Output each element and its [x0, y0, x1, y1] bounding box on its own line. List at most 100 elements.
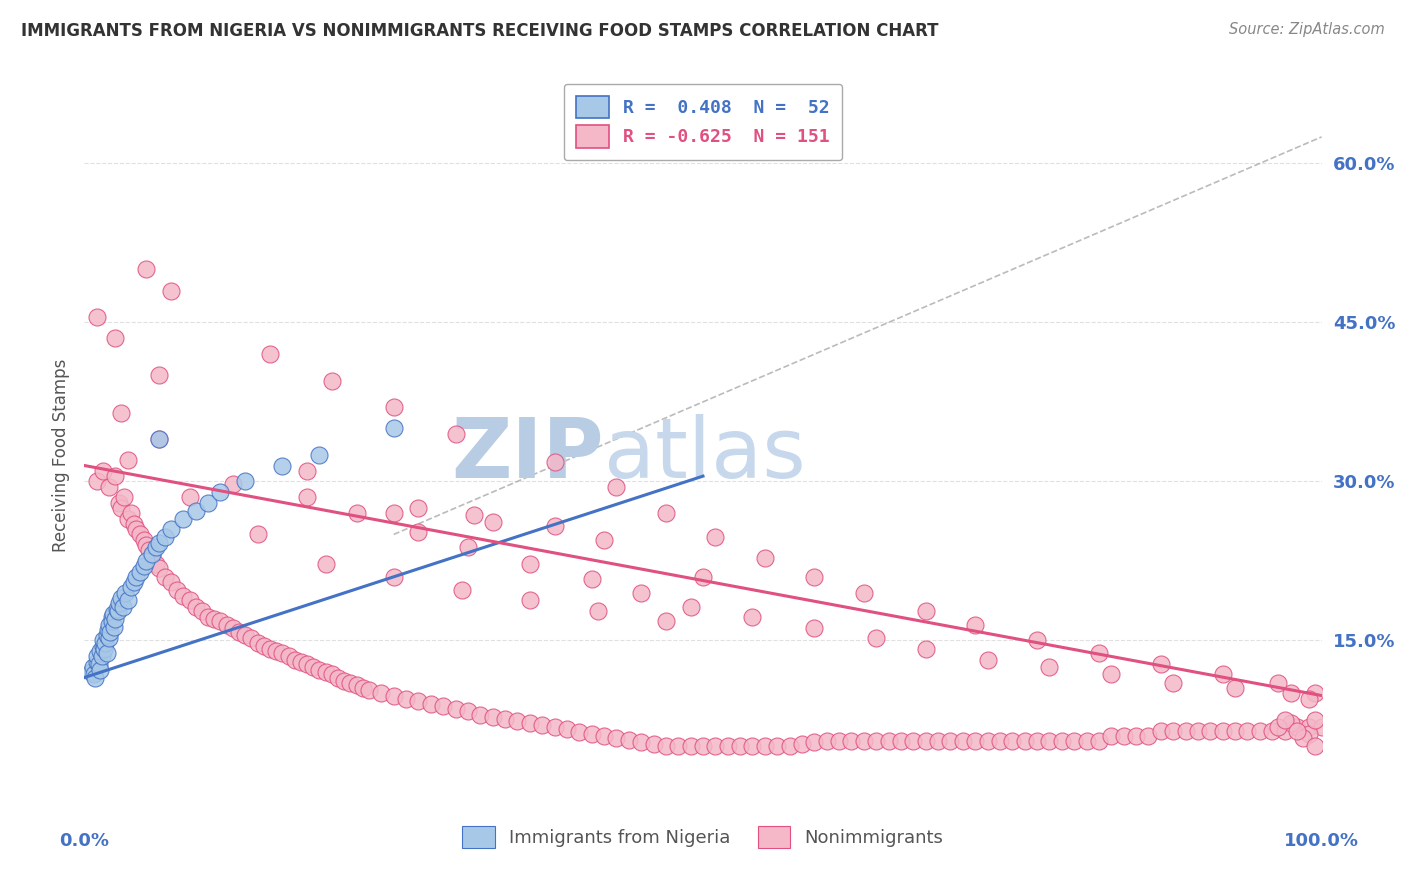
Point: [481, 710, 503, 724]
Point: [82, 660, 104, 674]
Point: [84, 671, 107, 685]
Point: [408, 694, 430, 708]
Point: [120, 506, 142, 520]
Point: [132, 533, 155, 547]
Point: [865, 734, 887, 748]
Point: [1305, 739, 1327, 754]
Point: [382, 421, 405, 435]
Point: [1014, 734, 1036, 748]
Point: [741, 610, 763, 624]
Point: [122, 516, 145, 531]
Point: [160, 575, 183, 590]
Point: [259, 347, 281, 361]
Point: [333, 673, 356, 688]
Point: [209, 615, 232, 629]
Point: [1223, 681, 1246, 695]
Point: [179, 593, 201, 607]
Point: [976, 734, 998, 748]
Point: [271, 646, 294, 660]
Point: [903, 734, 925, 748]
Point: [197, 495, 219, 509]
Point: [321, 374, 343, 388]
Point: [395, 691, 418, 706]
Point: [450, 582, 472, 597]
Point: [655, 739, 678, 754]
Point: [481, 515, 503, 529]
Point: [101, 607, 124, 621]
Point: [172, 511, 194, 525]
Point: [1236, 723, 1258, 738]
Point: [107, 604, 129, 618]
Point: [117, 593, 139, 607]
Point: [295, 491, 318, 505]
Point: [779, 739, 801, 754]
Point: [1026, 633, 1049, 648]
Point: [1187, 723, 1209, 738]
Point: [145, 540, 167, 554]
Point: [728, 739, 751, 754]
Point: [148, 536, 170, 550]
Point: [605, 480, 627, 494]
Text: ZIP: ZIP: [451, 415, 605, 495]
Point: [1310, 720, 1333, 734]
Point: [122, 575, 145, 590]
Point: [1076, 734, 1098, 748]
Point: [125, 570, 148, 584]
Point: [114, 585, 136, 599]
Point: [679, 739, 702, 754]
Point: [914, 604, 936, 618]
Point: [1137, 729, 1160, 743]
Point: [302, 660, 325, 674]
Point: [815, 734, 838, 748]
Point: [1099, 667, 1122, 681]
Point: [94, 635, 117, 649]
Point: [1161, 676, 1184, 690]
Point: [264, 644, 287, 658]
Point: [1292, 731, 1315, 745]
Point: [259, 641, 281, 656]
Point: [952, 734, 974, 748]
Point: [98, 632, 121, 646]
Point: [129, 565, 152, 579]
Point: [97, 623, 120, 637]
Point: [531, 718, 554, 732]
Point: [754, 739, 776, 754]
Point: [315, 557, 337, 571]
Point: [766, 739, 789, 754]
Point: [519, 557, 541, 571]
Point: [295, 657, 318, 671]
Point: [1212, 667, 1234, 681]
Point: [965, 734, 987, 748]
Point: [519, 593, 541, 607]
Point: [463, 508, 485, 523]
Point: [939, 734, 962, 748]
Point: [581, 727, 603, 741]
Point: [112, 491, 135, 505]
Point: [457, 705, 479, 719]
Point: [1112, 729, 1135, 743]
Point: [253, 639, 276, 653]
Point: [1223, 723, 1246, 738]
Point: [1150, 723, 1173, 738]
Point: [1279, 686, 1302, 700]
Point: [841, 734, 863, 748]
Point: [326, 671, 349, 685]
Point: [135, 262, 157, 277]
Point: [704, 530, 727, 544]
Point: [717, 739, 740, 754]
Point: [148, 432, 170, 446]
Point: [754, 550, 776, 565]
Point: [704, 739, 727, 754]
Point: [1305, 713, 1327, 727]
Point: [222, 621, 245, 635]
Point: [666, 739, 689, 754]
Point: [1249, 723, 1271, 738]
Point: [1026, 734, 1049, 748]
Point: [202, 612, 225, 626]
Point: [1088, 646, 1111, 660]
Point: [444, 426, 467, 441]
Point: [197, 610, 219, 624]
Point: [506, 714, 529, 728]
Point: [86, 649, 108, 664]
Point: [803, 735, 825, 749]
